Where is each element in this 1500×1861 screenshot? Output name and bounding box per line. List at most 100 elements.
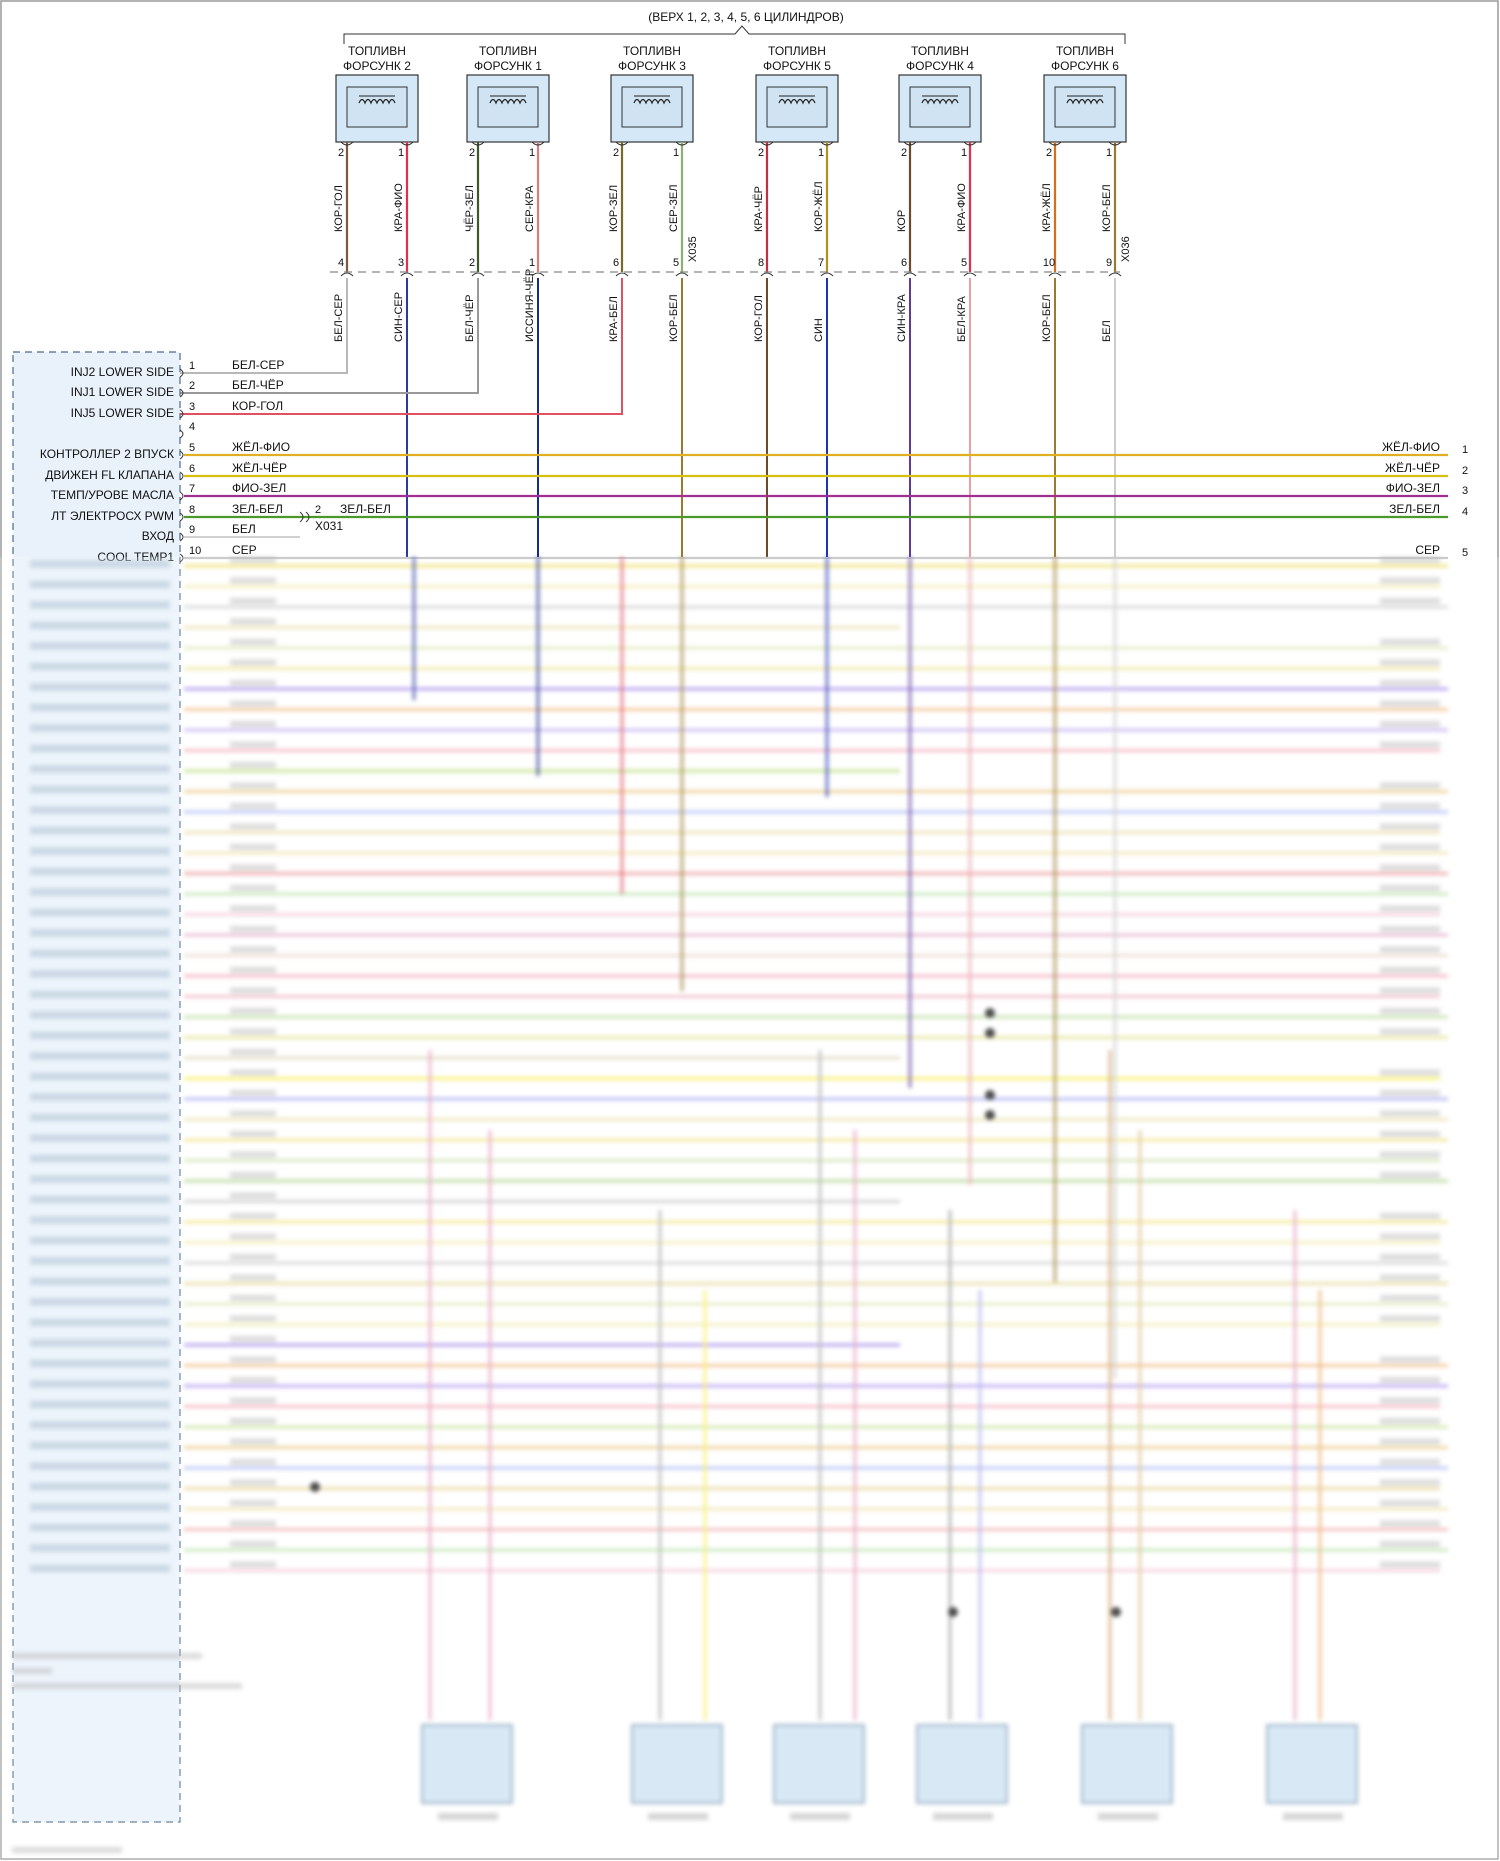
blurred-label (30, 970, 170, 978)
injector-title-line: ФОРСУНК 4 (906, 59, 974, 73)
blurred-label (1380, 1213, 1440, 1219)
blurred-label (1380, 1069, 1440, 1076)
pin-label: 2 (338, 147, 344, 159)
pin-label: 1 (673, 147, 679, 159)
blurred-label (1380, 639, 1440, 645)
ecu-row: ЛТ ЭЛЕКТРОСХ PWM 8 ЗЕЛ-БЕЛ ЗЕЛ-БЕЛ 4 2 ЗЕЛ-БЕЛ (51, 502, 1468, 523)
blurred-label (30, 1421, 170, 1429)
ecu-wire-color: ЗЕЛ-БЕЛ (232, 502, 283, 516)
ecu-pin-number: 6 (189, 463, 195, 475)
coil-icon (921, 98, 959, 105)
wire-color-label: КОР-ЖЁЛ (813, 181, 825, 232)
connector-pin-label: 9 (1106, 257, 1112, 269)
blurred-label (230, 946, 276, 953)
blurred-label (30, 929, 170, 937)
blurred-label (230, 987, 276, 994)
blurred-label (1380, 823, 1440, 830)
blurred-label (438, 1813, 498, 1820)
ecu-row: INJ1 LOWER SIDE 2 БЕЛ-ЧЁР (71, 378, 284, 399)
wire-color-label: БЕЛ-СЕР (333, 294, 345, 342)
splice-icon (299, 511, 310, 523)
blurred-component (916, 1724, 1008, 1804)
blurred-label (1380, 1028, 1440, 1035)
connector-pin-label: 5 (673, 257, 679, 269)
blurred-label (230, 1336, 276, 1342)
blurred-label (1380, 885, 1440, 891)
blurred-label (12, 1847, 122, 1853)
connector-pin-mark (179, 491, 184, 501)
pin-label: 1 (818, 147, 824, 159)
blurred-label (30, 1298, 170, 1306)
blurred-label (30, 1482, 170, 1491)
blurred-label (1380, 1397, 1440, 1404)
right-pin-number: 5 (1462, 547, 1468, 559)
blurred-wiring (12, 557, 1448, 1853)
blurred-label (30, 1380, 170, 1388)
blurred-label (230, 823, 276, 830)
blurred-label (230, 1069, 276, 1076)
blurred-label (1283, 1813, 1343, 1820)
blurred-label (230, 1131, 276, 1137)
coil-icon (358, 98, 396, 105)
injector-title-line: ФОРСУНК 3 (618, 59, 686, 73)
splice-dot (985, 1110, 995, 1120)
blurred-label (230, 762, 276, 768)
injector-title-line: ТОПЛИВН (479, 44, 537, 58)
blurred-label (230, 1192, 276, 1199)
blurred-label (1380, 557, 1440, 563)
blurred-label (230, 864, 276, 871)
connector-pin-mark (903, 272, 917, 277)
injector-coil-frame (766, 86, 828, 128)
connector-pin-label: 10 (1043, 257, 1055, 269)
ecu-pin-number: 3 (189, 401, 195, 413)
blurred-label (30, 1052, 170, 1060)
blurred-label (230, 1356, 276, 1363)
blurred-label (30, 1257, 170, 1265)
connector-pin-mark (760, 141, 774, 146)
connector-pin-mark (179, 429, 184, 439)
blurred-label (230, 1213, 276, 1219)
connector-pin-label: 6 (901, 257, 907, 269)
connector-pin-mark (471, 141, 485, 146)
blurred-label (230, 1028, 276, 1035)
coil-icon (633, 98, 671, 105)
blurred-label (230, 1459, 276, 1465)
blurred-label (30, 1339, 170, 1347)
blurred-label (1380, 1561, 1440, 1568)
blurred-label (230, 926, 276, 932)
connector-pin-mark (615, 272, 629, 277)
blurred-component (631, 1724, 723, 1804)
blurred-label (30, 1544, 170, 1552)
wire-color-label: КОР-ГОЛ (333, 185, 345, 232)
ecu-row: 4 (179, 421, 195, 439)
wire-color-label: КОР-ЗЕЛ (608, 185, 620, 232)
blurred-label (30, 1462, 170, 1470)
blurred-label (30, 621, 170, 630)
blurred-label (1380, 905, 1440, 912)
connector-pin-mark (471, 272, 485, 277)
blurred-label (1380, 864, 1440, 871)
blurred-label (30, 1093, 170, 1101)
wire-color-label: КРА-ФИО (956, 183, 968, 232)
connector-pin-mark (400, 272, 414, 277)
blurred-label (1380, 1541, 1440, 1547)
connector-pin-mark (1108, 141, 1122, 146)
blurred-label (1380, 987, 1440, 994)
blurred-label (1380, 1233, 1440, 1240)
blurred-label (933, 1813, 993, 1820)
connector-pin-mark (179, 553, 184, 563)
blurred-label (1380, 1479, 1440, 1486)
blurred-label (30, 1441, 170, 1450)
blurred-label (1380, 1459, 1440, 1465)
blurred-label (30, 683, 170, 691)
ecu-pin-number: 5 (189, 442, 195, 454)
blurred-label (1380, 741, 1440, 748)
blurred-label (230, 1541, 276, 1547)
blurred-label (12, 1668, 52, 1674)
blurred-label (30, 1154, 170, 1163)
coil-icon (489, 98, 527, 105)
ecu-pin-function: КОНТРОЛЛЕР 2 ВПУСК (40, 447, 174, 461)
blurred-label (230, 905, 276, 912)
blurred-label (30, 1400, 170, 1409)
